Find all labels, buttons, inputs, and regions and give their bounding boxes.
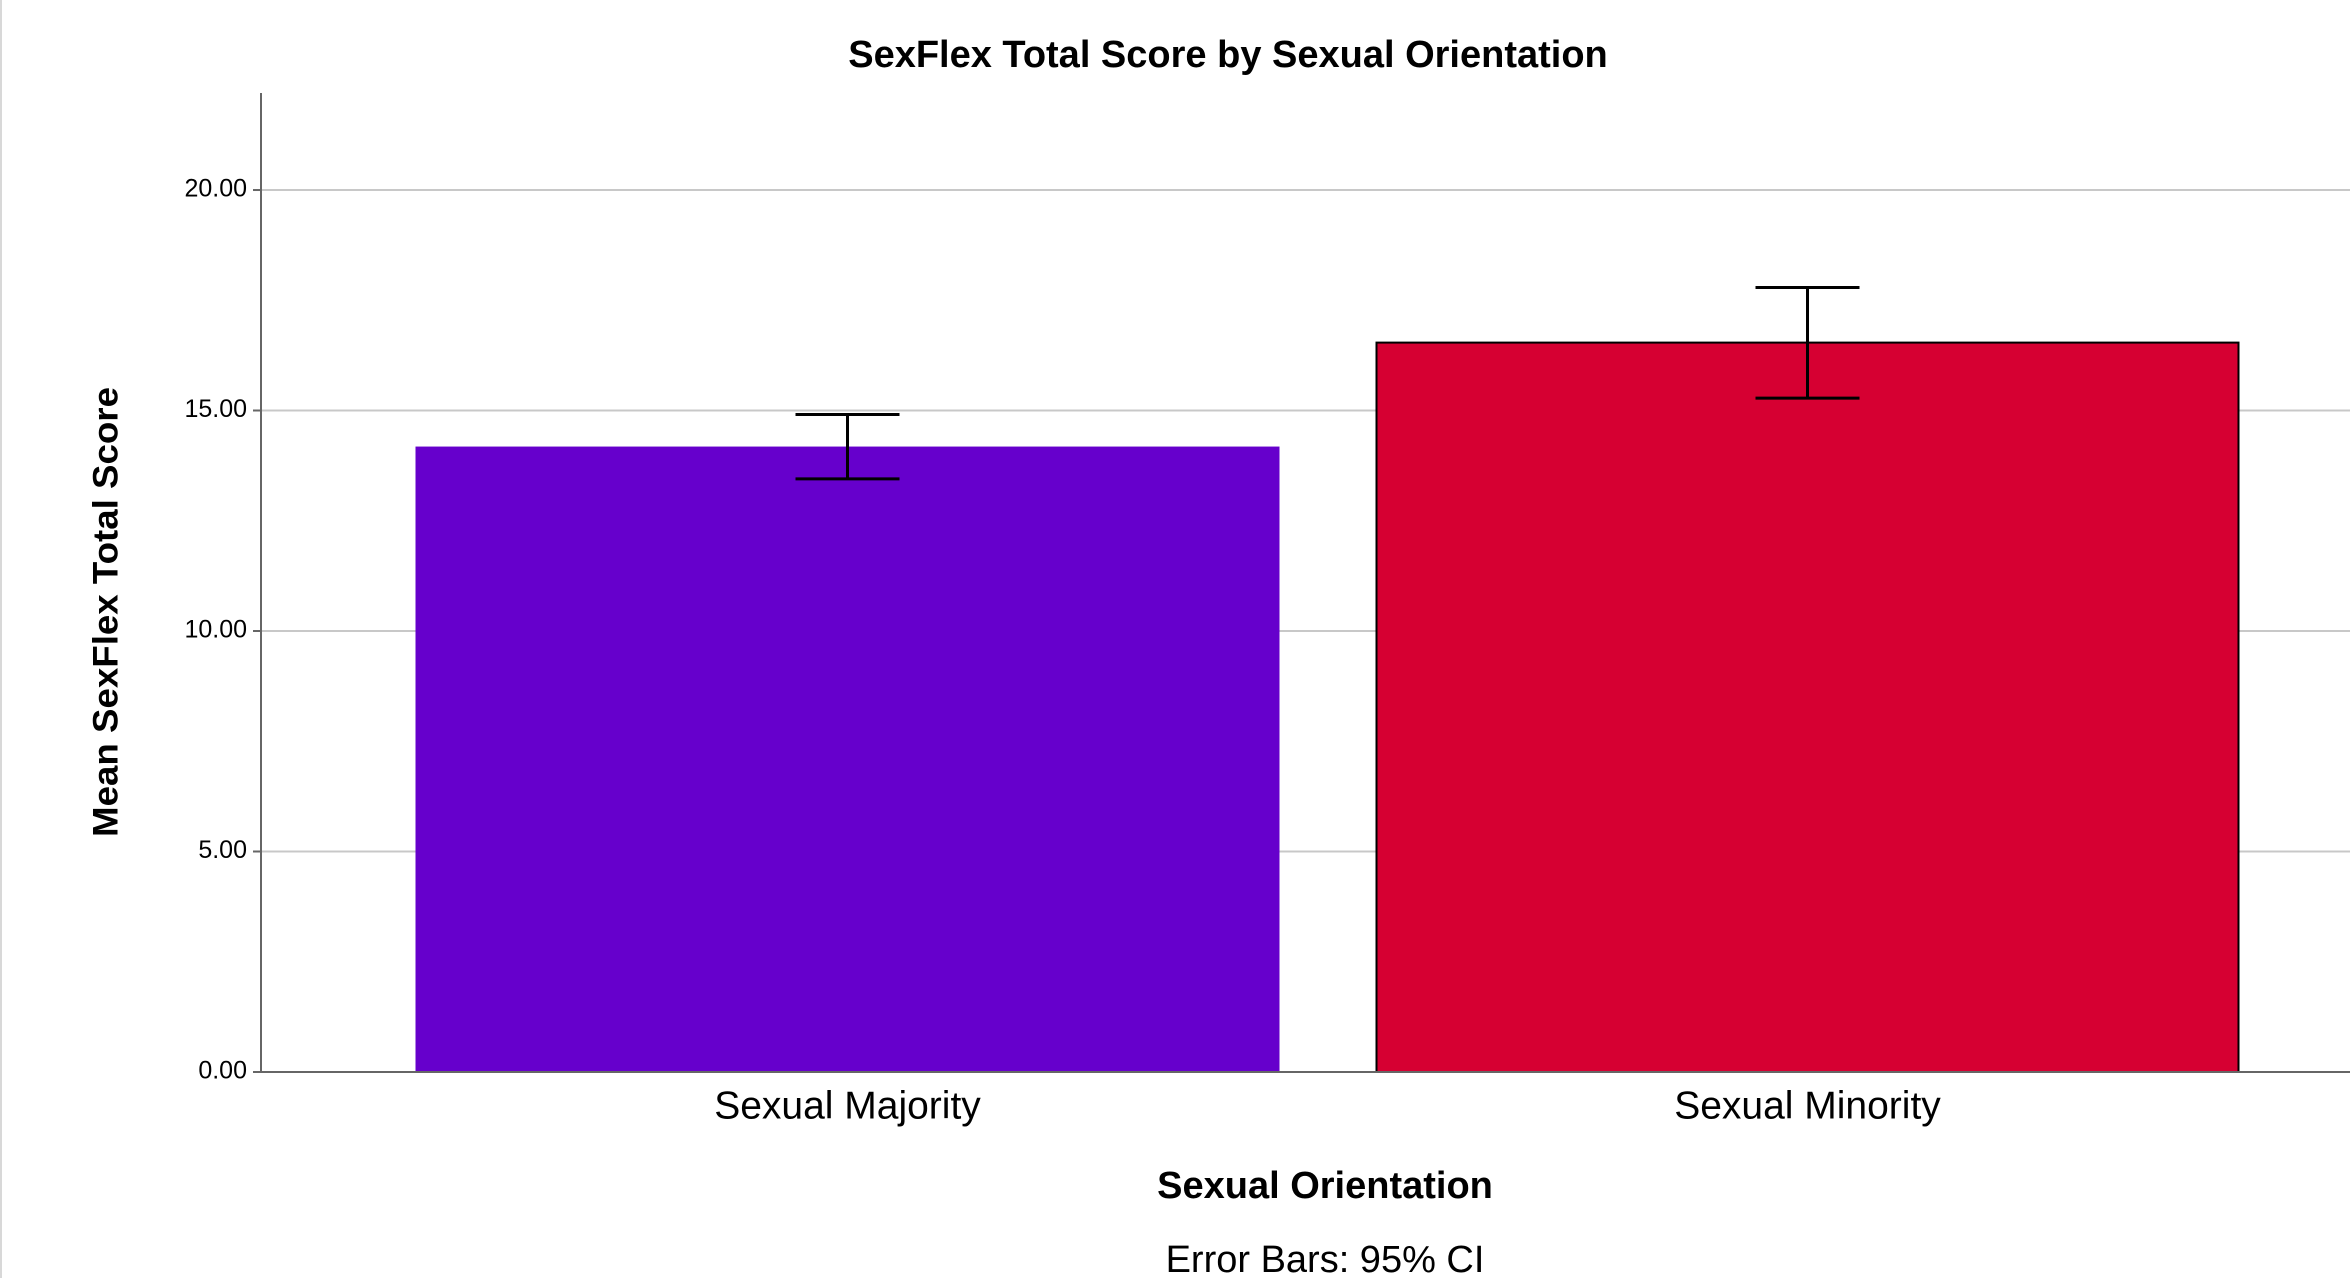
y-tick-label: 0.00 bbox=[198, 1057, 247, 1085]
y-tick-label: 10.00 bbox=[184, 616, 247, 644]
y-tick-label: 15.00 bbox=[184, 395, 247, 423]
bar bbox=[415, 446, 1280, 1073]
footnote: Error Bars: 95% CI bbox=[1166, 1239, 1485, 1278]
bar bbox=[1375, 341, 2240, 1073]
x-tick-label: Sexual Majority bbox=[714, 1084, 981, 1127]
y-axis-title: Mean SexFlex Total Score bbox=[86, 387, 125, 837]
y-tick-label: 20.00 bbox=[184, 175, 247, 203]
chart-title: SexFlex Total Score by Sexual Orientatio… bbox=[848, 34, 1608, 76]
x-tick-label: Sexual Minority bbox=[1674, 1084, 1941, 1127]
y-tick-label: 5.00 bbox=[198, 836, 247, 864]
x-axis-title: Sexual Orientation bbox=[1157, 1165, 1493, 1207]
